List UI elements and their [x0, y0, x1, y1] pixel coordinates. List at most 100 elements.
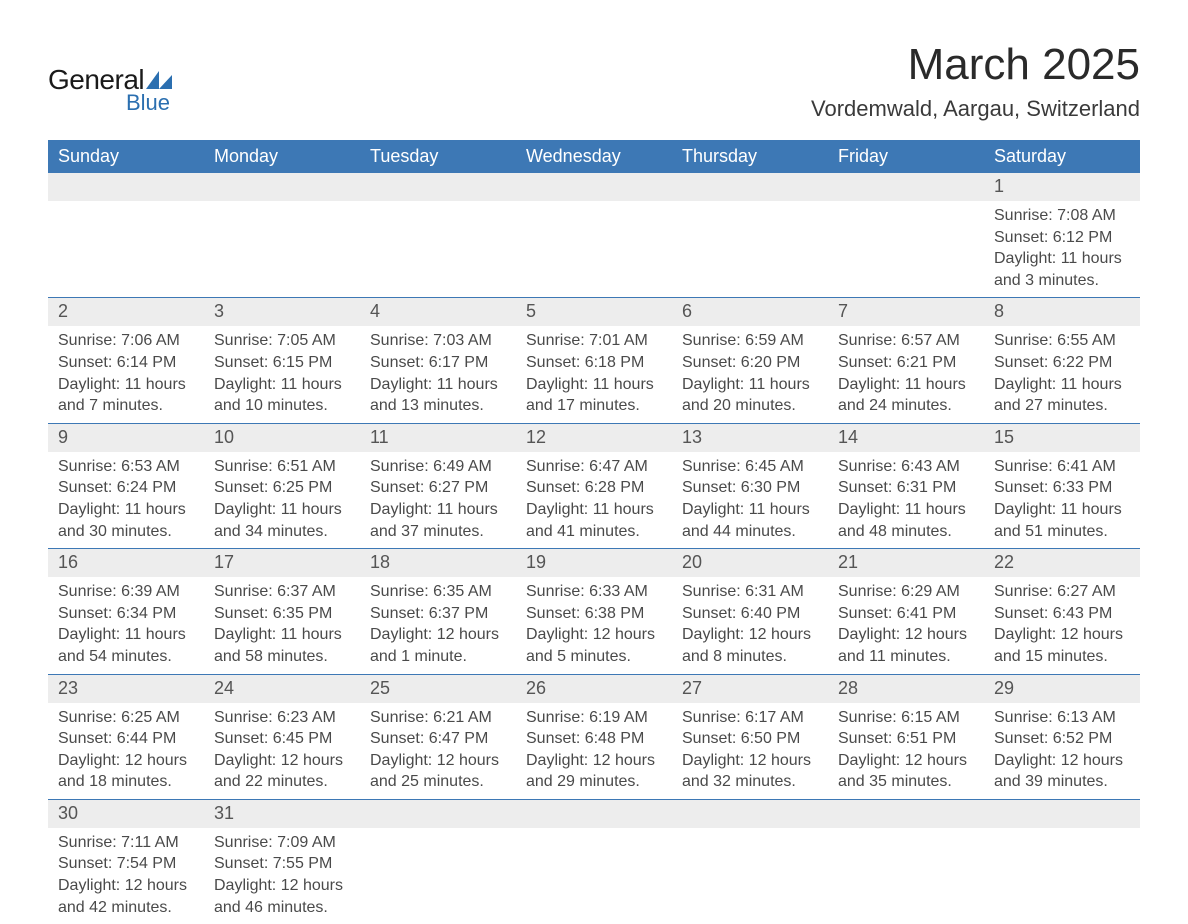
- day-number: [672, 173, 828, 201]
- sunrise-line: Sunrise: 6:13 AM: [994, 707, 1130, 729]
- sunrise-line: Sunrise: 6:17 AM: [682, 707, 818, 729]
- day-details: Sunrise: 6:25 AMSunset: 6:44 PMDaylight:…: [48, 703, 204, 799]
- day-details: Sunrise: 7:11 AMSunset: 7:54 PMDaylight:…: [48, 828, 204, 924]
- sunrise-line: Sunrise: 6:31 AM: [682, 581, 818, 603]
- day-number: 13: [672, 424, 828, 452]
- sunrise-line: Sunrise: 6:43 AM: [838, 456, 974, 478]
- sunrise-line: Sunrise: 6:25 AM: [58, 707, 194, 729]
- day-number: [984, 800, 1140, 828]
- sunset-line: Sunset: 6:52 PM: [994, 728, 1130, 750]
- day-details: Sunrise: 6:59 AMSunset: 6:20 PMDaylight:…: [672, 326, 828, 422]
- day-number: [516, 800, 672, 828]
- daylight-line: Daylight: 11 hours and 54 minutes.: [58, 624, 194, 667]
- day-details: Sunrise: 7:09 AMSunset: 7:55 PMDaylight:…: [204, 828, 360, 924]
- day-details: [204, 201, 360, 233]
- day-number: 5: [516, 298, 672, 326]
- day-number: 26: [516, 675, 672, 703]
- sunset-line: Sunset: 7:55 PM: [214, 853, 350, 875]
- daylight-line: Daylight: 11 hours and 24 minutes.: [838, 374, 974, 417]
- day-details: Sunrise: 6:51 AMSunset: 6:25 PMDaylight:…: [204, 452, 360, 548]
- daylight-line: Daylight: 12 hours and 25 minutes.: [370, 750, 506, 793]
- daylight-line: Daylight: 11 hours and 10 minutes.: [214, 374, 350, 417]
- daylight-line: Daylight: 11 hours and 7 minutes.: [58, 374, 194, 417]
- day-details: Sunrise: 7:05 AMSunset: 6:15 PMDaylight:…: [204, 326, 360, 422]
- day-details: [828, 201, 984, 233]
- day-details: Sunrise: 6:35 AMSunset: 6:37 PMDaylight:…: [360, 577, 516, 673]
- day-details: [516, 201, 672, 233]
- day-number: 16: [48, 549, 204, 577]
- daylight-line: Daylight: 11 hours and 44 minutes.: [682, 499, 818, 542]
- sunrise-line: Sunrise: 6:21 AM: [370, 707, 506, 729]
- sunset-line: Sunset: 6:24 PM: [58, 477, 194, 499]
- day-number: 6: [672, 298, 828, 326]
- sunrise-line: Sunrise: 6:37 AM: [214, 581, 350, 603]
- title-block: March 2025 Vordemwald, Aargau, Switzerla…: [811, 40, 1140, 122]
- day-details: Sunrise: 6:41 AMSunset: 6:33 PMDaylight:…: [984, 452, 1140, 548]
- sunrise-line: Sunrise: 6:59 AM: [682, 330, 818, 352]
- daylight-line: Daylight: 11 hours and 30 minutes.: [58, 499, 194, 542]
- sunset-line: Sunset: 6:50 PM: [682, 728, 818, 750]
- sunrise-line: Sunrise: 7:06 AM: [58, 330, 194, 352]
- day-details: [360, 201, 516, 233]
- daylight-line: Daylight: 11 hours and 37 minutes.: [370, 499, 506, 542]
- sunset-line: Sunset: 6:30 PM: [682, 477, 818, 499]
- calendar-table: SundayMondayTuesdayWednesdayThursdayFrid…: [48, 140, 1140, 924]
- day-details: Sunrise: 6:49 AMSunset: 6:27 PMDaylight:…: [360, 452, 516, 548]
- day-details: [48, 201, 204, 233]
- sunset-line: Sunset: 6:47 PM: [370, 728, 506, 750]
- sunrise-line: Sunrise: 6:33 AM: [526, 581, 662, 603]
- day-number: [672, 800, 828, 828]
- day-details: Sunrise: 7:01 AMSunset: 6:18 PMDaylight:…: [516, 326, 672, 422]
- sunrise-line: Sunrise: 7:11 AM: [58, 832, 194, 854]
- day-number: 24: [204, 675, 360, 703]
- day-number: 21: [828, 549, 984, 577]
- brand-name-2: Blue: [126, 90, 170, 116]
- sunset-line: Sunset: 6:37 PM: [370, 603, 506, 625]
- sunset-line: Sunset: 6:48 PM: [526, 728, 662, 750]
- sunset-line: Sunset: 6:14 PM: [58, 352, 194, 374]
- daylight-line: Daylight: 11 hours and 41 minutes.: [526, 499, 662, 542]
- sunset-line: Sunset: 6:18 PM: [526, 352, 662, 374]
- day-number: 11: [360, 424, 516, 452]
- day-details: Sunrise: 6:39 AMSunset: 6:34 PMDaylight:…: [48, 577, 204, 673]
- day-details: Sunrise: 6:15 AMSunset: 6:51 PMDaylight:…: [828, 703, 984, 799]
- daylight-line: Daylight: 12 hours and 15 minutes.: [994, 624, 1130, 667]
- day-number: 18: [360, 549, 516, 577]
- weekday-header: Monday: [204, 140, 360, 173]
- daylight-line: Daylight: 12 hours and 32 minutes.: [682, 750, 818, 793]
- daylight-line: Daylight: 12 hours and 42 minutes.: [58, 875, 194, 918]
- sunset-line: Sunset: 7:54 PM: [58, 853, 194, 875]
- weekday-header: Saturday: [984, 140, 1140, 173]
- sunset-line: Sunset: 6:28 PM: [526, 477, 662, 499]
- day-number: 8: [984, 298, 1140, 326]
- sunset-line: Sunset: 6:12 PM: [994, 227, 1130, 249]
- sunset-line: Sunset: 6:40 PM: [682, 603, 818, 625]
- weekday-header: Friday: [828, 140, 984, 173]
- day-number: 3: [204, 298, 360, 326]
- sunrise-line: Sunrise: 6:55 AM: [994, 330, 1130, 352]
- daylight-line: Daylight: 11 hours and 17 minutes.: [526, 374, 662, 417]
- page-title: March 2025: [811, 40, 1140, 90]
- weekday-header: Tuesday: [360, 140, 516, 173]
- day-number: 27: [672, 675, 828, 703]
- day-number: 22: [984, 549, 1140, 577]
- sunrise-line: Sunrise: 6:47 AM: [526, 456, 662, 478]
- daylight-line: Daylight: 11 hours and 34 minutes.: [214, 499, 350, 542]
- sunrise-line: Sunrise: 6:39 AM: [58, 581, 194, 603]
- sunrise-line: Sunrise: 6:53 AM: [58, 456, 194, 478]
- day-number: 23: [48, 675, 204, 703]
- day-details: Sunrise: 6:27 AMSunset: 6:43 PMDaylight:…: [984, 577, 1140, 673]
- day-details: Sunrise: 6:31 AMSunset: 6:40 PMDaylight:…: [672, 577, 828, 673]
- day-number: 7: [828, 298, 984, 326]
- day-number: 10: [204, 424, 360, 452]
- weekday-header: Sunday: [48, 140, 204, 173]
- day-number: 4: [360, 298, 516, 326]
- daylight-line: Daylight: 11 hours and 48 minutes.: [838, 499, 974, 542]
- day-details: Sunrise: 6:37 AMSunset: 6:35 PMDaylight:…: [204, 577, 360, 673]
- day-number: [360, 173, 516, 201]
- day-details: Sunrise: 6:57 AMSunset: 6:21 PMDaylight:…: [828, 326, 984, 422]
- day-number: 25: [360, 675, 516, 703]
- sunset-line: Sunset: 6:35 PM: [214, 603, 350, 625]
- day-details: Sunrise: 6:33 AMSunset: 6:38 PMDaylight:…: [516, 577, 672, 673]
- day-details: Sunrise: 6:43 AMSunset: 6:31 PMDaylight:…: [828, 452, 984, 548]
